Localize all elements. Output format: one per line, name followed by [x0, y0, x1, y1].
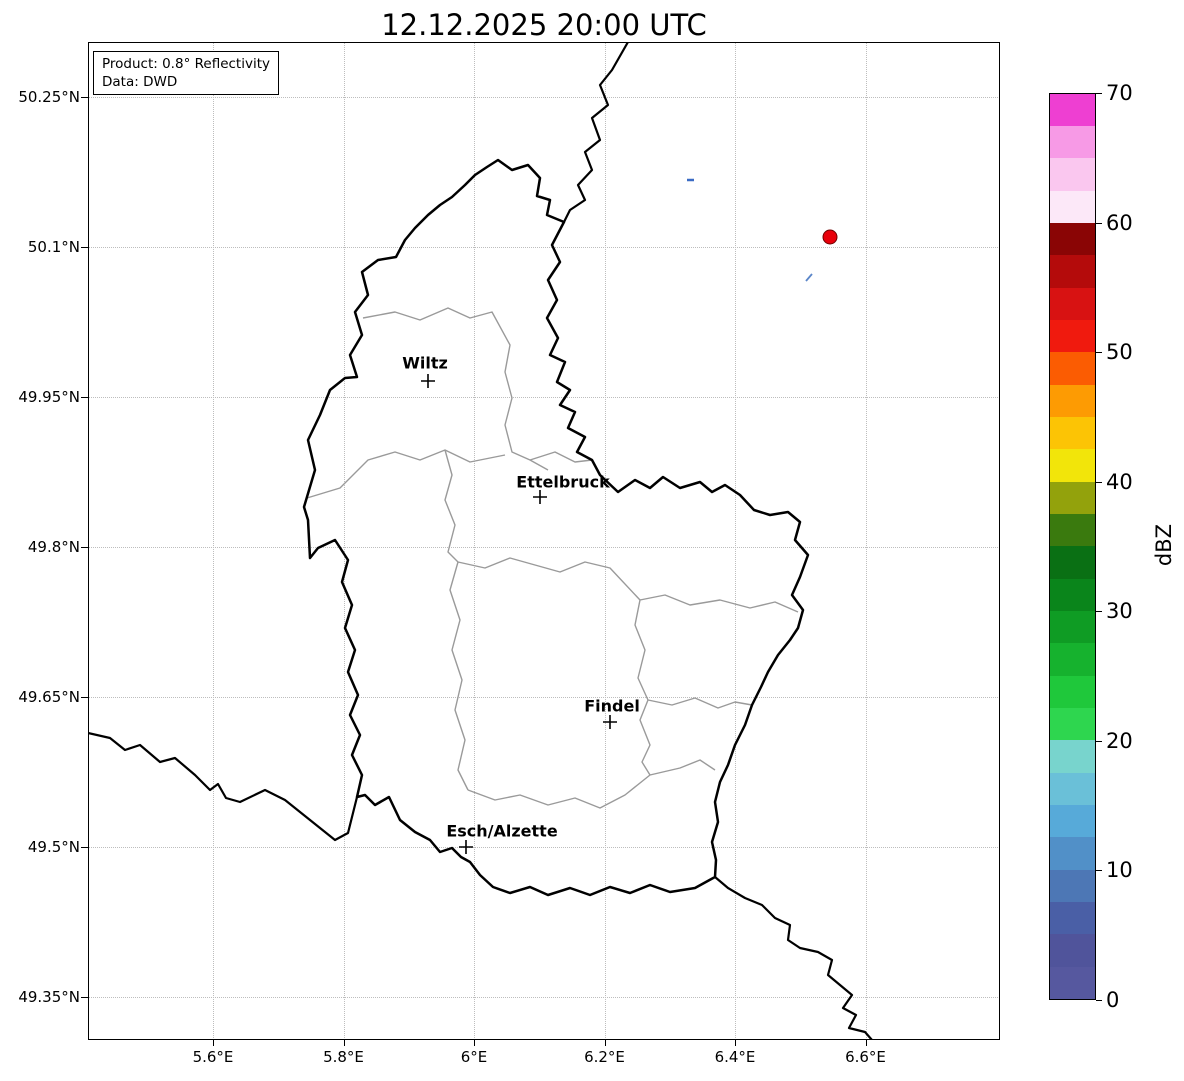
- x-tick-label: 5.6°E: [192, 1048, 234, 1066]
- plot-frame: [88, 42, 1000, 1040]
- gridline-horizontal: [88, 547, 1000, 548]
- map-title: 12.12.2025 20:00 UTC: [381, 8, 707, 42]
- gridline-horizontal: [88, 997, 1000, 998]
- x-tick-mark: [343, 1040, 345, 1046]
- gridline-vertical: [604, 42, 606, 1040]
- international-border-fr-de: [714, 876, 873, 1040]
- x-tick-label: 6.6°E: [845, 1048, 886, 1066]
- city-label-ettelbruck: Ettelbruck: [516, 472, 610, 492]
- gridline-vertical: [213, 42, 214, 1040]
- colorbar-tick-label: 60: [1106, 210, 1133, 235]
- gridline-vertical: [474, 42, 475, 1040]
- district-borders: [306, 307, 799, 809]
- country-border-luxembourg: [302, 158, 810, 897]
- gridline-vertical: [865, 42, 867, 1040]
- colorbar-tick-label: 50: [1106, 340, 1133, 365]
- y-tick-label: 50.25°N: [18, 88, 80, 106]
- colorbar-axis-label: dBZ: [1152, 523, 1177, 567]
- gridline-horizontal: [88, 247, 1000, 248]
- x-tick-label: 5.8°E: [323, 1048, 364, 1066]
- y-tick-mark: [81, 397, 88, 398]
- y-tick-label: 49.95°N: [18, 388, 80, 406]
- colorbar-tick-label: 20: [1106, 728, 1133, 753]
- gridline-vertical: [735, 42, 736, 1040]
- radar-cell-marker: [822, 229, 838, 245]
- colorbar-tick-label: 70: [1106, 81, 1133, 105]
- x-tick-mark: [474, 1040, 475, 1046]
- info-source-line: Data: DWD: [102, 74, 178, 91]
- city-label-esch-alzette: Esch/Alzette: [446, 821, 558, 841]
- x-tick-mark: [604, 1040, 606, 1046]
- international-border-be-fr: [88, 731, 359, 842]
- international-border-be-de: [563, 42, 629, 223]
- colorbar-tick-mark: [1096, 1000, 1102, 1001]
- y-tick-mark: [81, 247, 88, 248]
- y-tick-mark: [81, 697, 88, 698]
- y-tick-mark: [81, 997, 88, 998]
- city-markers: [421, 374, 617, 854]
- x-tick-label: 6.4°E: [714, 1048, 756, 1066]
- gridline-vertical: [343, 42, 345, 1040]
- radar-echo-speck-2: [805, 273, 813, 282]
- x-tick-label: 6.2°E: [584, 1048, 625, 1066]
- x-tick-mark: [213, 1040, 214, 1046]
- colorbar-tick-mark: [1096, 93, 1102, 94]
- colorbar-tick-label: 40: [1106, 469, 1133, 494]
- y-tick-label: 49.65°N: [18, 688, 80, 706]
- y-tick-mark: [81, 97, 88, 98]
- x-tick-mark: [735, 1040, 736, 1046]
- y-tick-label: 49.8°N: [27, 538, 80, 556]
- colorbar-tick-label: 30: [1106, 599, 1133, 624]
- x-tick-mark: [865, 1040, 867, 1046]
- info-box: Product: 0.8° Reflectivity Data: DWD: [93, 51, 279, 96]
- colorbar-tick-mark: [1096, 352, 1102, 354]
- colorbar-tick-mark: [1096, 611, 1102, 613]
- colorbar-tick-label: 0: [1106, 988, 1120, 1012]
- y-tick-label: 49.35°N: [18, 988, 80, 1006]
- city-label-findel: Findel: [584, 696, 640, 716]
- y-tick-label: 50.1°N: [27, 238, 80, 256]
- gridline-horizontal: [88, 97, 1000, 98]
- colorbar-tick-label: 10: [1106, 858, 1133, 883]
- info-product-line: Product: 0.8° Reflectivity: [102, 56, 270, 72]
- y-tick-mark: [81, 547, 88, 548]
- gridline-horizontal: [88, 847, 1000, 848]
- colorbar-tick-mark: [1096, 481, 1102, 483]
- colorbar: [1049, 93, 1096, 1000]
- colorbar-tick-mark: [1096, 740, 1102, 742]
- city-label-wiltz: Wiltz: [402, 353, 448, 373]
- map-canvas: [88, 42, 873, 1040]
- gridline-horizontal: [88, 697, 1000, 698]
- gridline-horizontal: [88, 397, 1000, 398]
- colorbar-tick-mark: [1096, 870, 1102, 872]
- y-tick-mark: [81, 847, 88, 848]
- colorbar-tick-mark: [1096, 222, 1102, 224]
- x-tick-label: 6°E: [460, 1048, 488, 1066]
- y-tick-label: 49.5°N: [27, 838, 80, 856]
